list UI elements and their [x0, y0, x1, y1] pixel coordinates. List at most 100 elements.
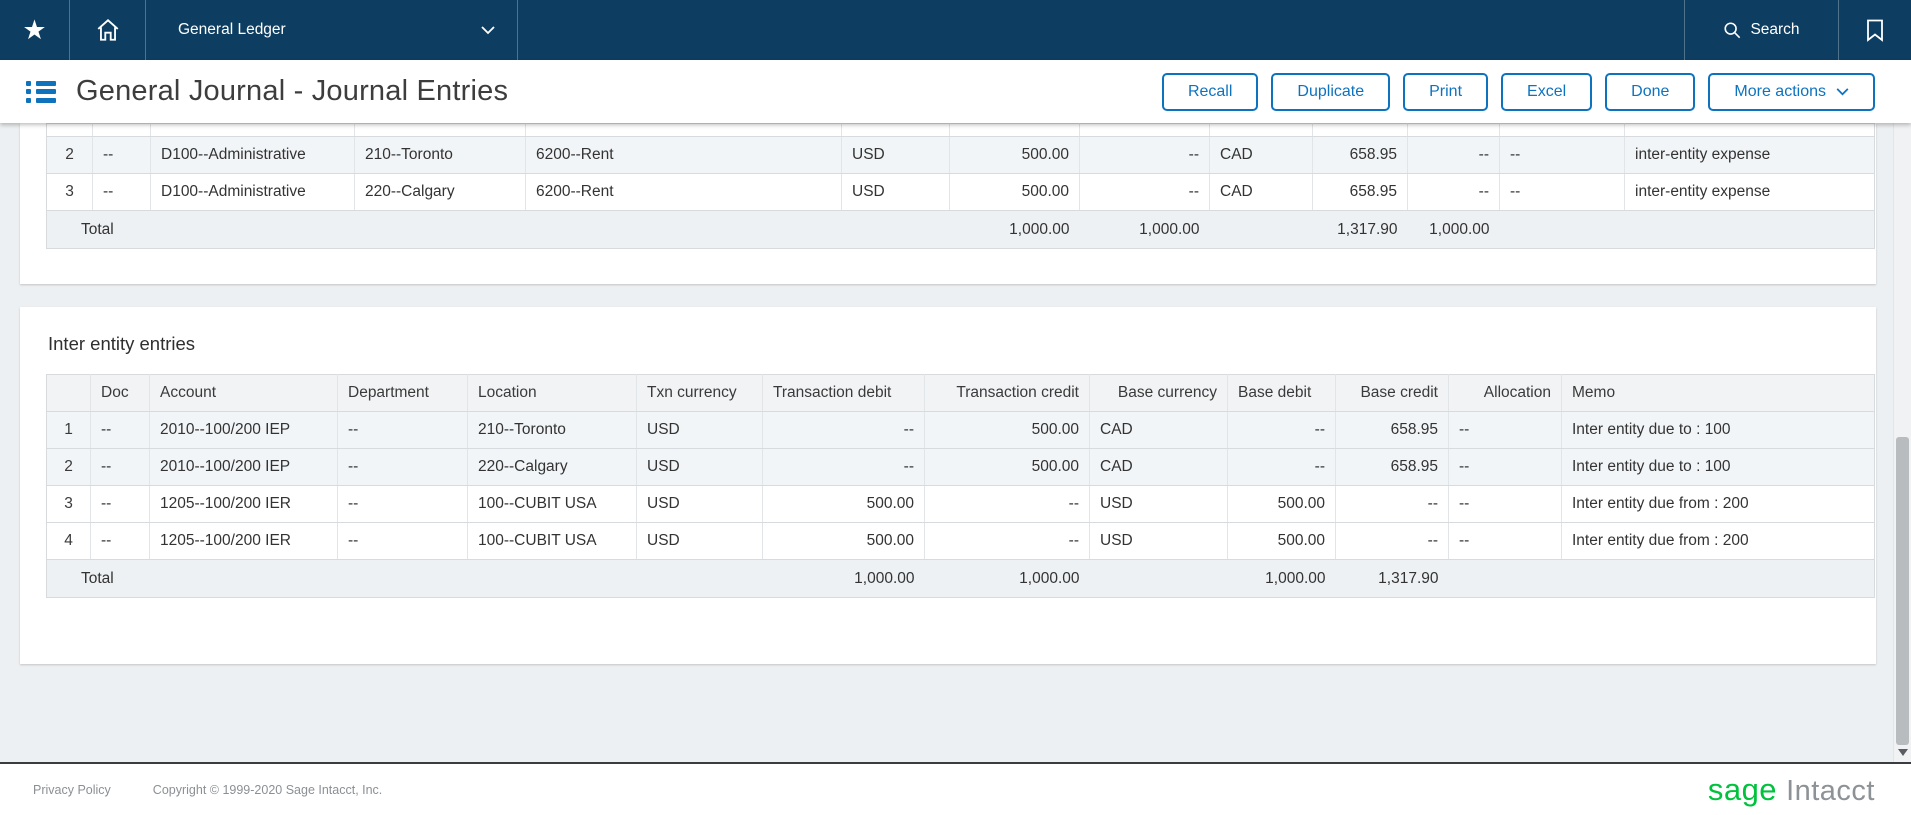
- table-cell: CAD: [1089, 411, 1228, 449]
- table-cell: 500.00: [924, 448, 1090, 486]
- table-cell: 500.00: [762, 522, 925, 560]
- table-cell: 100--CUBIT USA: [467, 522, 637, 560]
- table-cell: 220--Calgary: [354, 173, 526, 211]
- column-header: Base currency: [1089, 374, 1228, 412]
- table-cell: 1205--100/200 IER: [149, 522, 338, 560]
- footer: Privacy Policy Copyright © 1999-2020 Sag…: [0, 762, 1911, 815]
- table-cell: Inter entity due from : 200: [1561, 485, 1875, 523]
- table-cell: --: [90, 448, 150, 486]
- recall-button[interactable]: Recall: [1161, 72, 1259, 111]
- table-cell: --: [1448, 448, 1562, 486]
- bookmarks-button[interactable]: [1838, 0, 1911, 60]
- table-cell: --: [1448, 522, 1562, 560]
- vertical-scrollbar[interactable]: [1893, 60, 1911, 762]
- print-button[interactable]: Print: [1403, 72, 1489, 111]
- table-cell: 1205--100/200 IER: [149, 485, 338, 523]
- table-cell: --: [1448, 485, 1562, 523]
- table-cell: D100--Administrative: [150, 136, 355, 174]
- table-cell: 220--Calgary: [467, 448, 637, 486]
- excel-button[interactable]: Excel: [1501, 72, 1593, 111]
- table-cell: 500.00: [762, 485, 925, 523]
- total-transaction-credit: 1,000.00: [924, 559, 1090, 598]
- section-title: Inter entity entries: [48, 333, 196, 354]
- table-row: 2 -- 2010--100/200 IEP -- 220--Calgary USD -- 5…: [46, 448, 1875, 486]
- column-header: Base credit: [1335, 374, 1449, 412]
- home-icon: [97, 19, 118, 41]
- table-cell: USD: [636, 522, 763, 560]
- table-cell: USD: [636, 448, 763, 486]
- top-navbar: ★ General Ledger Search: [0, 0, 1911, 60]
- table-cell: 658.95: [1312, 136, 1408, 174]
- table-cell: 500.00: [1227, 522, 1336, 560]
- duplicate-button[interactable]: Duplicate: [1271, 72, 1391, 111]
- search-label: Search: [1750, 21, 1800, 38]
- table-row: 1 -- 2010--100/200 IEP -- 210--Toronto USD -- 5…: [46, 411, 1875, 449]
- favorites-button[interactable]: ★: [0, 0, 69, 60]
- table-cell: --: [924, 522, 1090, 560]
- done-button[interactable]: Done: [1605, 72, 1696, 111]
- app-menu-label: General Ledger: [178, 21, 286, 38]
- table-cell: Inter entity due to : 100: [1561, 448, 1875, 486]
- table-cell: --: [337, 448, 468, 486]
- list-icon: [26, 80, 56, 86]
- page-title: General Journal - Journal Entries: [76, 75, 509, 107]
- table-cell: D100--Administrative: [150, 173, 355, 211]
- table-cell: --: [1335, 485, 1449, 523]
- row-number: 3: [46, 173, 93, 211]
- total-label: Total: [46, 559, 150, 598]
- row-number: 1: [46, 411, 91, 449]
- table-cell: 210--Toronto: [467, 411, 637, 449]
- app-menu-dropdown[interactable]: General Ledger: [145, 0, 518, 60]
- column-header: Txn currency: [636, 374, 763, 412]
- table-cell: 210--Toronto: [354, 136, 526, 174]
- table-row: 3 -- D100--Administrative 220--Calgary 6200-…: [46, 173, 1875, 211]
- column-header: Doc: [90, 374, 150, 412]
- table-cell: --: [337, 485, 468, 523]
- total-base-debit: 1,317.90: [1312, 210, 1408, 249]
- privacy-policy-link[interactable]: Privacy Policy: [33, 782, 111, 797]
- table-cell: --: [90, 522, 150, 560]
- page-header: General Journal - Journal Entries Recall…: [0, 60, 1911, 123]
- column-header: Base debit: [1227, 374, 1336, 412]
- table-cell: 500.00: [1227, 485, 1336, 523]
- totals-row: Total 1,000.00 1,000.00 1,317.90 1,000.0…: [46, 210, 1875, 249]
- content-area: 2 -- D100--Administrative 210--Toronto 6200-…: [0, 123, 1911, 762]
- search-button[interactable]: Search: [1684, 0, 1838, 60]
- scroll-down-arrow[interactable]: [1897, 749, 1908, 756]
- search-icon: [1724, 22, 1741, 39]
- journal-entries-table: 2 -- D100--Administrative 210--Toronto 6200-…: [46, 123, 1875, 249]
- copyright-text: Copyright © 1999-2020 Sage Intacct, Inc.: [152, 782, 383, 797]
- row-number: 2: [46, 136, 93, 174]
- journal-entries-card: 2 -- D100--Administrative 210--Toronto 6200-…: [20, 123, 1876, 284]
- table-cell: CAD: [1209, 173, 1313, 211]
- clipped-row: [46, 123, 1875, 137]
- scrollbar-thumb[interactable]: [1896, 437, 1909, 745]
- table-cell: --: [92, 136, 151, 174]
- more-actions-button[interactable]: More actions: [1708, 72, 1875, 111]
- column-header: Location: [467, 374, 637, 412]
- table-cell: --: [1499, 136, 1625, 174]
- column-header: Memo: [1561, 374, 1875, 412]
- table-cell: 100--CUBIT USA: [467, 485, 637, 523]
- table-cell: 500.00: [949, 173, 1080, 211]
- table-cell: 6200--Rent: [525, 136, 842, 174]
- inter-entity-table: Doc Account Department Location Txn currency…: [46, 374, 1875, 598]
- home-button[interactable]: [69, 0, 145, 60]
- logo-intacct: Intacct: [1786, 774, 1875, 807]
- star-icon: ★: [22, 14, 47, 45]
- table-cell: --: [924, 485, 1090, 523]
- total-transaction-debit: 1,000.00: [762, 559, 925, 598]
- column-header: [46, 374, 91, 412]
- table-cell: --: [762, 411, 925, 449]
- navbar-spacer: [518, 0, 1684, 60]
- table-row: 3 -- 1205--100/200 IER -- 100--CUBIT USA USD 5…: [46, 485, 1875, 523]
- table-cell: --: [1335, 522, 1449, 560]
- action-buttons: Recall Duplicate Print Excel Done More a…: [1161, 72, 1875, 111]
- column-header: Transaction credit: [924, 374, 1090, 412]
- table-cell: Inter entity due to : 100: [1561, 411, 1875, 449]
- table-cell: --: [1079, 136, 1210, 174]
- journal-list-menu-button[interactable]: [26, 79, 56, 105]
- inter-entity-card: Inter entity entries Doc Account Departmen…: [20, 307, 1876, 664]
- table-cell: --: [90, 411, 150, 449]
- column-header: Account: [149, 374, 338, 412]
